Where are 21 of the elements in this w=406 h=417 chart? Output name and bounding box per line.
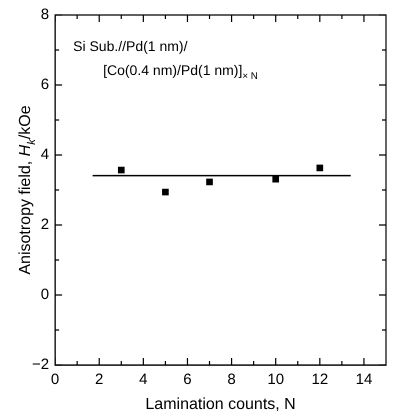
point xyxy=(118,166,125,174)
x-tick-label: 2 xyxy=(95,371,104,388)
x-tick-label: 6 xyxy=(183,371,192,388)
x-tick-label: 14 xyxy=(356,371,372,388)
y-tick-label: 6 xyxy=(40,76,50,94)
x-axis-title: Lamination counts, N xyxy=(145,396,296,413)
point xyxy=(316,164,324,172)
y-tick-label: 0 xyxy=(40,286,50,304)
y-axis-title: Anisotropy field, Hk/kOe xyxy=(17,105,38,275)
y-tick-label: 8 xyxy=(40,6,50,24)
y-tick-label: 2 xyxy=(40,216,50,234)
x-tick-label: 4 xyxy=(139,371,148,388)
y-tick-label: −2 xyxy=(32,356,50,374)
x-tick-label: 8 xyxy=(227,371,236,388)
point xyxy=(272,176,280,182)
point xyxy=(206,178,213,186)
x-tick-label: 12 xyxy=(311,371,328,388)
point xyxy=(162,188,169,196)
x-tick-label: 10 xyxy=(267,371,284,388)
annotation: Si Sub.//Pd(1 nm)/ xyxy=(73,38,188,54)
y-tick-label: 4 xyxy=(40,146,50,164)
